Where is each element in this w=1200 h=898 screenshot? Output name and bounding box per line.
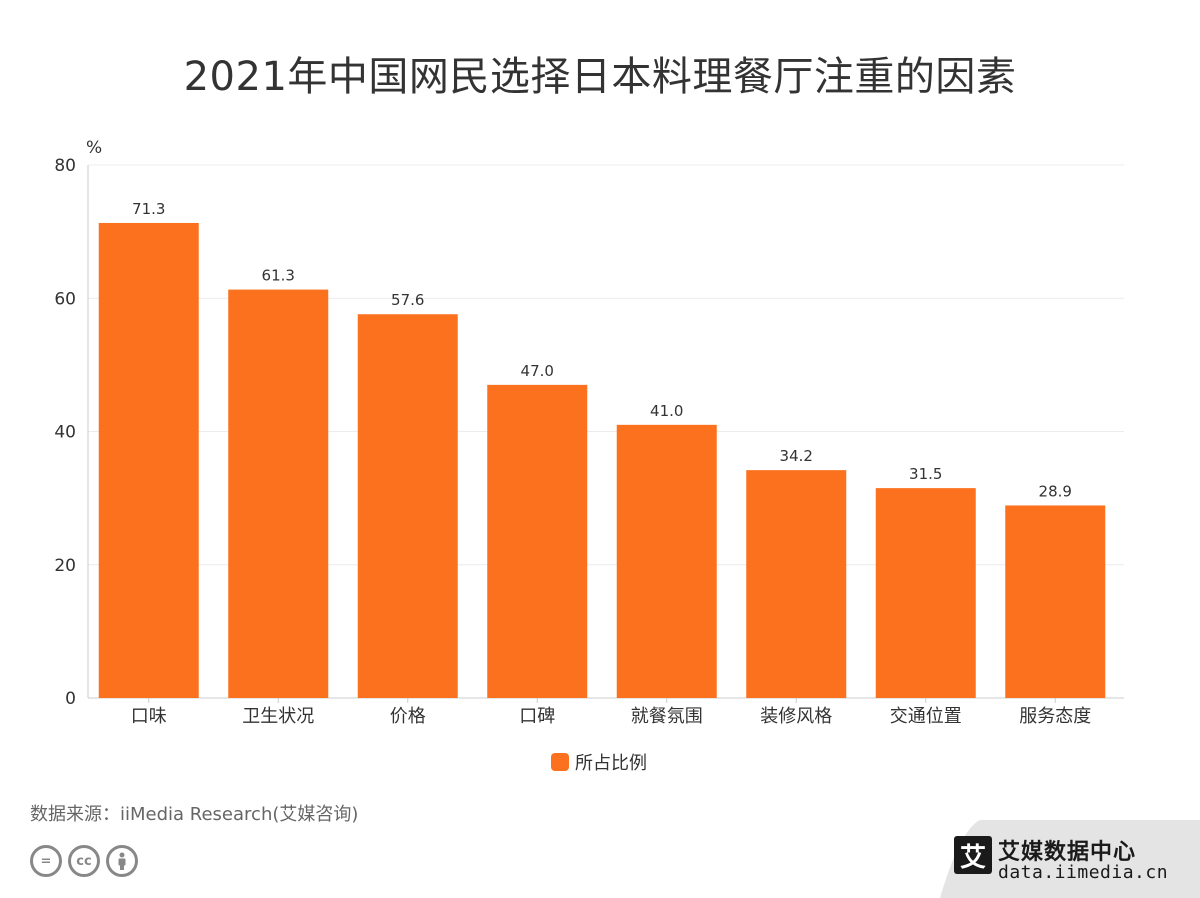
- legend-swatch: [551, 753, 569, 771]
- brand-name: 艾媒数据中心: [998, 840, 1137, 865]
- x-tick-label: 卫生状况: [242, 706, 314, 727]
- data-label: 34.2: [780, 447, 813, 465]
- y-tick-label: 20: [54, 556, 76, 576]
- y-tick-label: 80: [54, 156, 76, 176]
- data-label: 57.6: [391, 291, 424, 309]
- cc-icon: cc: [68, 845, 100, 877]
- brand-mark-icon: 艾: [954, 836, 992, 874]
- bar: [746, 470, 847, 698]
- x-tick-label: 口碑: [519, 706, 555, 727]
- x-tick-label: 装修风格: [760, 706, 832, 727]
- data-label: 47.0: [521, 362, 554, 380]
- equals-icon: =: [30, 845, 62, 877]
- y-axis-label: %: [86, 138, 102, 158]
- x-tick-label: 口味: [131, 706, 167, 727]
- x-tick-label: 价格: [390, 706, 426, 727]
- bar: [98, 222, 199, 698]
- data-label: 61.3: [262, 267, 295, 285]
- data-label: 71.3: [132, 200, 165, 218]
- data-source: 数据来源：iiMedia Research(艾媒咨询): [30, 804, 359, 825]
- bar: [875, 488, 976, 698]
- data-label: 28.9: [1039, 482, 1072, 500]
- brand-logo: 艾 艾媒数据中心 data.iimedia.cn: [940, 820, 1200, 898]
- x-tick-label: 交通位置: [890, 706, 962, 727]
- data-label: 31.5: [909, 465, 942, 483]
- data-label: 41.0: [650, 402, 683, 420]
- bar: [228, 289, 329, 698]
- bar: [357, 314, 458, 698]
- y-tick-label: 40: [54, 423, 76, 443]
- x-tick-label: 服务态度: [1019, 706, 1091, 727]
- person-icon: [106, 845, 138, 877]
- legend-label: 所占比例: [575, 753, 647, 774]
- bar-chart: 0 20 40 60 80% 71.3 口味 61.3 卫生状况 57.6 价格 47.0 口碑 41.0…: [54, 138, 1124, 774]
- chart-title: 2021年中国网民选择日本料理餐厅注重的因素: [183, 54, 1017, 100]
- y-tick-label: 0: [65, 689, 76, 709]
- license-icons: = cc: [30, 845, 138, 877]
- bar: [616, 424, 717, 698]
- bar: [487, 384, 588, 698]
- brand-url: data.iimedia.cn: [998, 862, 1169, 883]
- x-tick-label: 就餐氛围: [631, 706, 703, 727]
- y-tick-label: 60: [54, 289, 76, 309]
- bar: [1005, 505, 1106, 698]
